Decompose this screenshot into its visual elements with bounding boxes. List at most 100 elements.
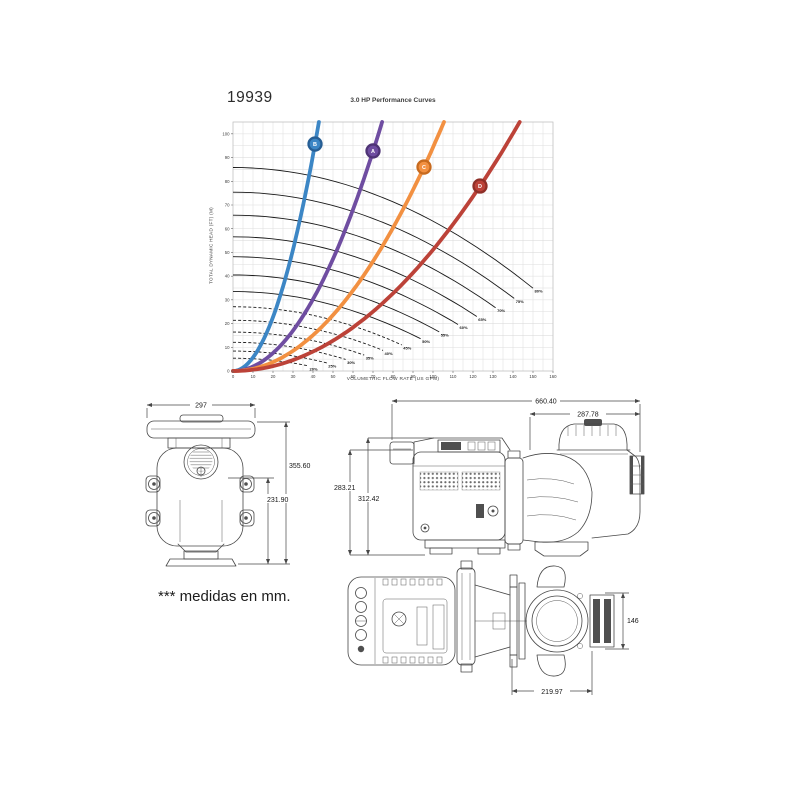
front-view-pump	[145, 414, 256, 567]
y-tick-label: 70	[225, 203, 230, 208]
part-number: 19939	[227, 89, 273, 106]
speed-curve-20%	[233, 357, 309, 367]
display-screen	[441, 442, 461, 450]
base-foot	[165, 558, 237, 567]
x-tick-label: 90	[411, 374, 416, 379]
x-tick-label: 0	[232, 374, 235, 379]
drive-front	[389, 441, 415, 465]
conduit-knockouts	[355, 587, 367, 653]
x-tick-label: 50	[331, 374, 336, 379]
dim-bottom-port: 146	[627, 618, 639, 625]
sight-glass	[183, 444, 219, 480]
x-tick-label: 80	[391, 374, 396, 379]
dim-front-height-total: 355.60	[289, 463, 311, 470]
performance-chart: 80% 75% 70% 65% 60% 55% 50% 45% 40% 35% 30% 25% 20% B…	[222, 120, 557, 379]
lid-collar	[167, 437, 231, 449]
dim-bottom-span: 219.97	[541, 689, 563, 696]
side-view-dimensions: 660.40 287.78 283.21 312.42	[333, 399, 641, 556]
x-tick-label: 120	[469, 374, 477, 379]
bottom-view-drawing: 146 219.97	[347, 560, 639, 696]
x-tick-label: 140	[509, 374, 517, 379]
y-tick-label: 10	[225, 345, 230, 350]
curve-marker-label: A	[371, 149, 375, 155]
strainer-pot	[591, 449, 641, 539]
units-note: *** medidas en mm.	[158, 588, 291, 605]
speed-curve-70%	[232, 214, 496, 309]
front-view-drawing: 297 355.60 231.90	[145, 403, 311, 567]
y-tick-label: 80	[225, 179, 230, 184]
x-tick-label: 40	[311, 374, 316, 379]
suction-opening	[525, 589, 589, 653]
x-tick-label: 160	[549, 374, 557, 379]
curve-marker-C	[416, 159, 432, 175]
x-tick-label: 70	[371, 374, 376, 379]
drain-port	[391, 611, 407, 627]
mount-flange	[456, 567, 476, 666]
y-tick-label: 30	[225, 297, 230, 302]
port-union	[589, 594, 615, 648]
motor-base	[424, 539, 506, 549]
x-tick-label: 100	[429, 374, 437, 379]
curve-marker-label: D	[478, 184, 482, 190]
dim-side-height-outer: 283.21	[334, 485, 356, 492]
speed-curve-label: 40%	[385, 351, 393, 356]
curve-marker-label: B	[313, 142, 317, 148]
speed-curve-30%	[233, 341, 346, 360]
wing-tab	[536, 565, 566, 588]
speed-curve-35%	[233, 331, 365, 356]
system-curve-D	[231, 120, 522, 373]
speed-curve-75%	[232, 191, 515, 299]
trap-lid	[146, 420, 256, 439]
y-tick-label: 20	[225, 321, 230, 326]
clamp-knobs	[148, 478, 252, 524]
bottom-view-pump	[347, 560, 615, 677]
x-tick-label: 30	[291, 374, 296, 379]
wing-tab	[536, 654, 566, 677]
pump-body	[156, 447, 244, 547]
dim-side-length: 660.40	[535, 399, 557, 406]
motor-bottom	[347, 576, 456, 666]
grid	[232, 121, 554, 372]
speed-curve-label: 30%	[347, 360, 355, 365]
vent-grille	[461, 471, 501, 491]
x-tick-label: 150	[529, 374, 537, 379]
x-axis-title: VOLUMETRIC FLOW RATE (US GPM)	[346, 377, 440, 382]
system-curve-C	[231, 120, 446, 373]
performance-chart-svg: 80% 75% 70% 65% 60% 55% 50% 45% 40% 35% 30% 25% 20% B…	[222, 120, 557, 379]
chart-title: 3.0 HP Performance Curves	[350, 97, 436, 104]
y-tick-label: 100	[222, 131, 230, 136]
body-taper	[177, 543, 225, 553]
x-tick-label: 130	[489, 374, 497, 379]
curve-marker-D	[472, 178, 488, 194]
speed-curve-label: 45%	[403, 345, 411, 350]
y-tick-label: 40	[225, 274, 230, 279]
side-view-drawing: 660.40 287.78 283.21 312.42	[333, 399, 645, 557]
speed-curve-label: 50%	[422, 339, 430, 344]
dim-front-width: 297	[195, 403, 207, 410]
volute	[522, 453, 593, 543]
drain-plug	[420, 523, 430, 533]
y-tick-label: 0	[227, 369, 230, 374]
x-tick-label: 20	[271, 374, 276, 379]
system-curve-B	[231, 120, 321, 373]
speed-curve-55%	[233, 274, 440, 333]
speed-curve-50%	[233, 291, 421, 340]
speed-curve-80%	[232, 167, 534, 289]
volute-foot	[534, 541, 589, 557]
speed-curve-label: 75%	[516, 299, 524, 304]
curve-marker-label: C	[422, 165, 426, 171]
side-view-pump	[389, 419, 645, 557]
speed-curve-label: 80%	[535, 289, 543, 294]
speed-curve-label: 35%	[366, 356, 374, 361]
front-view-dimensions: 297 355.60 231.90	[146, 403, 311, 565]
y-tick-label: 90	[225, 155, 230, 160]
curve-marker-B	[307, 136, 323, 152]
speed-curve-label: 55%	[441, 332, 449, 337]
speed-curve-label: 70%	[497, 308, 505, 313]
discharge-union	[629, 455, 645, 495]
strainer-lid	[556, 419, 631, 455]
system-curve-A	[231, 120, 385, 373]
x-tick-label: 110	[450, 374, 457, 379]
speed-curve-25%	[233, 350, 327, 364]
